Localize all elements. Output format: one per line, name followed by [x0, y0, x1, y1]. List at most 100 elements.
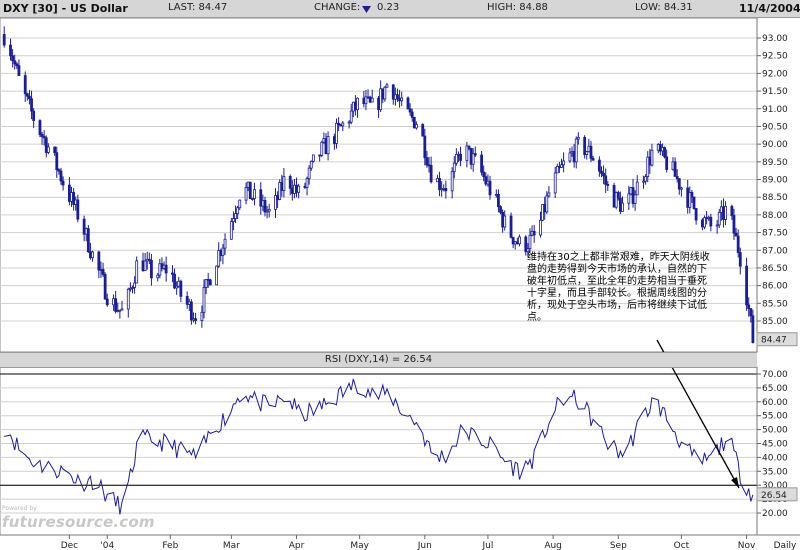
- price-candle-body: [276, 195, 280, 200]
- rsi-title: RSI (DXY,14) = 26.54: [324, 354, 433, 365]
- price-candle-body: [707, 216, 711, 219]
- price-candle-body: [322, 138, 326, 143]
- price-candle-body: [84, 228, 88, 235]
- price-candle-body: [341, 122, 345, 127]
- price-candle-body: [141, 260, 145, 272]
- price-tick-label: 90.00: [762, 140, 788, 150]
- change-label: CHANGE:: [314, 2, 361, 13]
- price-candle-body: [30, 98, 33, 112]
- price-candle-body: [400, 97, 404, 102]
- price-candle-body: [494, 194, 498, 196]
- price-candle-body: [377, 97, 380, 111]
- price-candle-body: [738, 252, 742, 267]
- price-candle-body: [383, 86, 387, 100]
- price-candle-body: [482, 171, 486, 178]
- price-candle-body: [629, 187, 633, 195]
- price-candle-body: [267, 208, 271, 212]
- price-candle-body: [751, 315, 755, 344]
- price-candle-body: [234, 213, 237, 219]
- change-value: 0.23: [377, 2, 400, 13]
- date-x-axis: Dec '04 Feb Mar Apr May Jun Jul Aug Sep Oct Nov Dail…: [0, 534, 800, 550]
- price-candle-body: [200, 311, 204, 321]
- price-candle-body: [511, 236, 515, 245]
- price-candle-body: [229, 221, 233, 240]
- price-candle-body: [745, 265, 748, 306]
- price-candle-body: [558, 165, 561, 168]
- x-tick-label: Sep: [610, 541, 627, 550]
- price-candle-body: [143, 260, 147, 272]
- price-candle-body: [583, 136, 587, 155]
- price-candle-body: [457, 153, 460, 156]
- price-candle-body: [412, 117, 416, 129]
- price-candle-body: [238, 199, 242, 209]
- x-tick-label: Nov: [738, 541, 756, 550]
- price-candles: [2, 26, 755, 344]
- x-tick-label: '04: [100, 541, 114, 550]
- price-candle-body: [40, 134, 44, 137]
- price-candle-body: [133, 282, 136, 288]
- price-candle-body: [619, 197, 622, 212]
- price-candle-body: [297, 185, 301, 193]
- rsi-tick-label: 35.00: [762, 467, 788, 477]
- price-candle-body: [89, 251, 92, 259]
- price-candle-body: [471, 153, 475, 165]
- price-candle-body: [202, 287, 206, 313]
- price-candle-body: [597, 159, 601, 172]
- price-candle-body: [391, 84, 395, 100]
- x-tick-label: Jul: [481, 541, 493, 550]
- price-candle-body: [736, 235, 740, 253]
- price-candle-body: [614, 192, 618, 208]
- price-candle-body: [436, 178, 439, 183]
- price-candle-body: [61, 180, 65, 186]
- price-candle-body: [253, 189, 256, 199]
- price-candle-body: [396, 94, 399, 99]
- price-candle-body: [332, 136, 336, 144]
- price-tick-label: 91.50: [762, 87, 788, 97]
- price-candle-body: [295, 184, 298, 193]
- price-candle-body: [663, 147, 666, 158]
- price-candle-body: [532, 230, 536, 236]
- price-candle-body: [717, 212, 721, 226]
- price-candle-body: [11, 55, 15, 62]
- price-candle-body: [673, 161, 677, 177]
- price-candle-body: [701, 219, 704, 228]
- rsi-title-bar: RSI (DXY,14) = 26.54: [0, 352, 757, 368]
- x-frequency-label: Daily: [774, 541, 797, 550]
- price-candle-body: [307, 167, 311, 180]
- price-candle-body: [116, 310, 120, 312]
- price-candle-body: [223, 238, 227, 249]
- price-candle-body: [118, 309, 122, 312]
- price-candle-body: [28, 95, 31, 100]
- price-candle-body: [356, 97, 359, 111]
- price-candle-body: [644, 176, 648, 182]
- price-candle-body: [311, 154, 315, 162]
- price-candle-body: [438, 178, 441, 190]
- price-candle-body: [335, 122, 338, 144]
- watermark-brand: futuresource.com: [2, 513, 155, 531]
- price-candle-body: [661, 147, 664, 152]
- price-candle-body: [25, 93, 29, 97]
- price-candle-body: [38, 120, 42, 135]
- price-candle-body: [265, 210, 269, 213]
- price-candle-body: [366, 96, 370, 99]
- price-candle-body: [574, 138, 578, 163]
- price-candle-body: [250, 198, 254, 200]
- price-candle-body: [450, 171, 454, 192]
- price-candle-body: [72, 192, 76, 205]
- price-candle-body: [162, 264, 166, 269]
- rsi-last-label: 26.54: [761, 491, 787, 501]
- rsi-line: [4, 378, 754, 515]
- price-candle-body: [164, 264, 168, 274]
- price-candle-body: [459, 153, 462, 161]
- price-candle-body: [722, 206, 725, 220]
- price-candle-body: [469, 147, 473, 165]
- price-candle-body: [692, 196, 696, 209]
- rsi-y-axis: 70.00 65.00 60.00 55.00 50.00 45.00 40.00 35.00…: [756, 367, 798, 535]
- price-candle-body: [665, 156, 669, 170]
- price-candle-body: [74, 199, 78, 205]
- price-candle-body: [688, 192, 692, 208]
- rsi-tick-label: 45.00: [762, 440, 788, 450]
- price-candle-body: [600, 170, 603, 174]
- x-tick-label: Dec: [61, 541, 78, 550]
